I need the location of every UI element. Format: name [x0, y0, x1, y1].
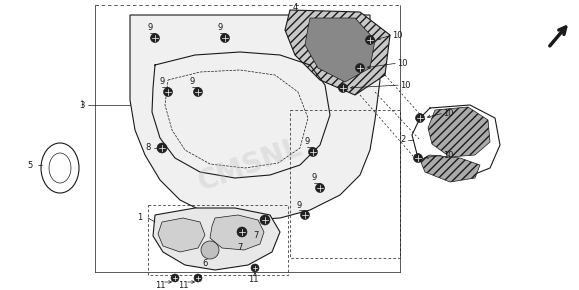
- Circle shape: [163, 88, 173, 97]
- Text: 7: 7: [254, 231, 259, 240]
- Circle shape: [416, 113, 424, 122]
- Text: 8: 8: [145, 144, 151, 153]
- Text: 3: 3: [79, 101, 85, 110]
- Polygon shape: [130, 15, 380, 220]
- Circle shape: [339, 84, 347, 93]
- Circle shape: [301, 211, 310, 220]
- Text: 4: 4: [292, 3, 298, 12]
- Text: 9: 9: [189, 77, 195, 86]
- Circle shape: [237, 227, 247, 237]
- Circle shape: [309, 148, 317, 157]
- Polygon shape: [305, 18, 375, 82]
- Circle shape: [316, 184, 324, 193]
- Text: 10: 10: [392, 30, 402, 39]
- Text: 5: 5: [27, 160, 32, 169]
- Text: 11: 11: [155, 280, 165, 289]
- Circle shape: [221, 34, 229, 43]
- Ellipse shape: [201, 241, 219, 259]
- Text: 11: 11: [178, 280, 188, 289]
- Text: CMSNL: CMSNL: [194, 133, 306, 197]
- Text: 9: 9: [159, 77, 164, 86]
- Text: 9: 9: [305, 137, 310, 146]
- Text: 9: 9: [312, 173, 317, 182]
- Text: 9: 9: [148, 23, 153, 32]
- Text: 9: 9: [217, 23, 222, 32]
- Text: 1: 1: [137, 213, 142, 222]
- Text: 7: 7: [237, 244, 243, 253]
- Circle shape: [151, 34, 159, 43]
- Circle shape: [251, 264, 259, 272]
- Text: 10: 10: [443, 151, 453, 160]
- Circle shape: [193, 88, 203, 97]
- Polygon shape: [158, 218, 205, 252]
- Circle shape: [365, 35, 375, 44]
- Polygon shape: [285, 10, 390, 95]
- Text: 6: 6: [202, 258, 208, 267]
- Circle shape: [260, 215, 270, 225]
- Circle shape: [194, 274, 202, 282]
- Polygon shape: [210, 215, 264, 250]
- Circle shape: [157, 143, 167, 153]
- Text: 10: 10: [397, 59, 407, 68]
- Circle shape: [171, 274, 179, 282]
- Polygon shape: [153, 208, 280, 270]
- Text: 10: 10: [443, 108, 453, 117]
- Polygon shape: [420, 155, 480, 182]
- Text: 2: 2: [400, 135, 406, 144]
- Text: 10: 10: [400, 81, 411, 90]
- Polygon shape: [428, 107, 490, 157]
- Text: 11: 11: [248, 276, 258, 284]
- Circle shape: [356, 64, 365, 72]
- Text: 9: 9: [296, 200, 302, 209]
- Circle shape: [413, 153, 423, 162]
